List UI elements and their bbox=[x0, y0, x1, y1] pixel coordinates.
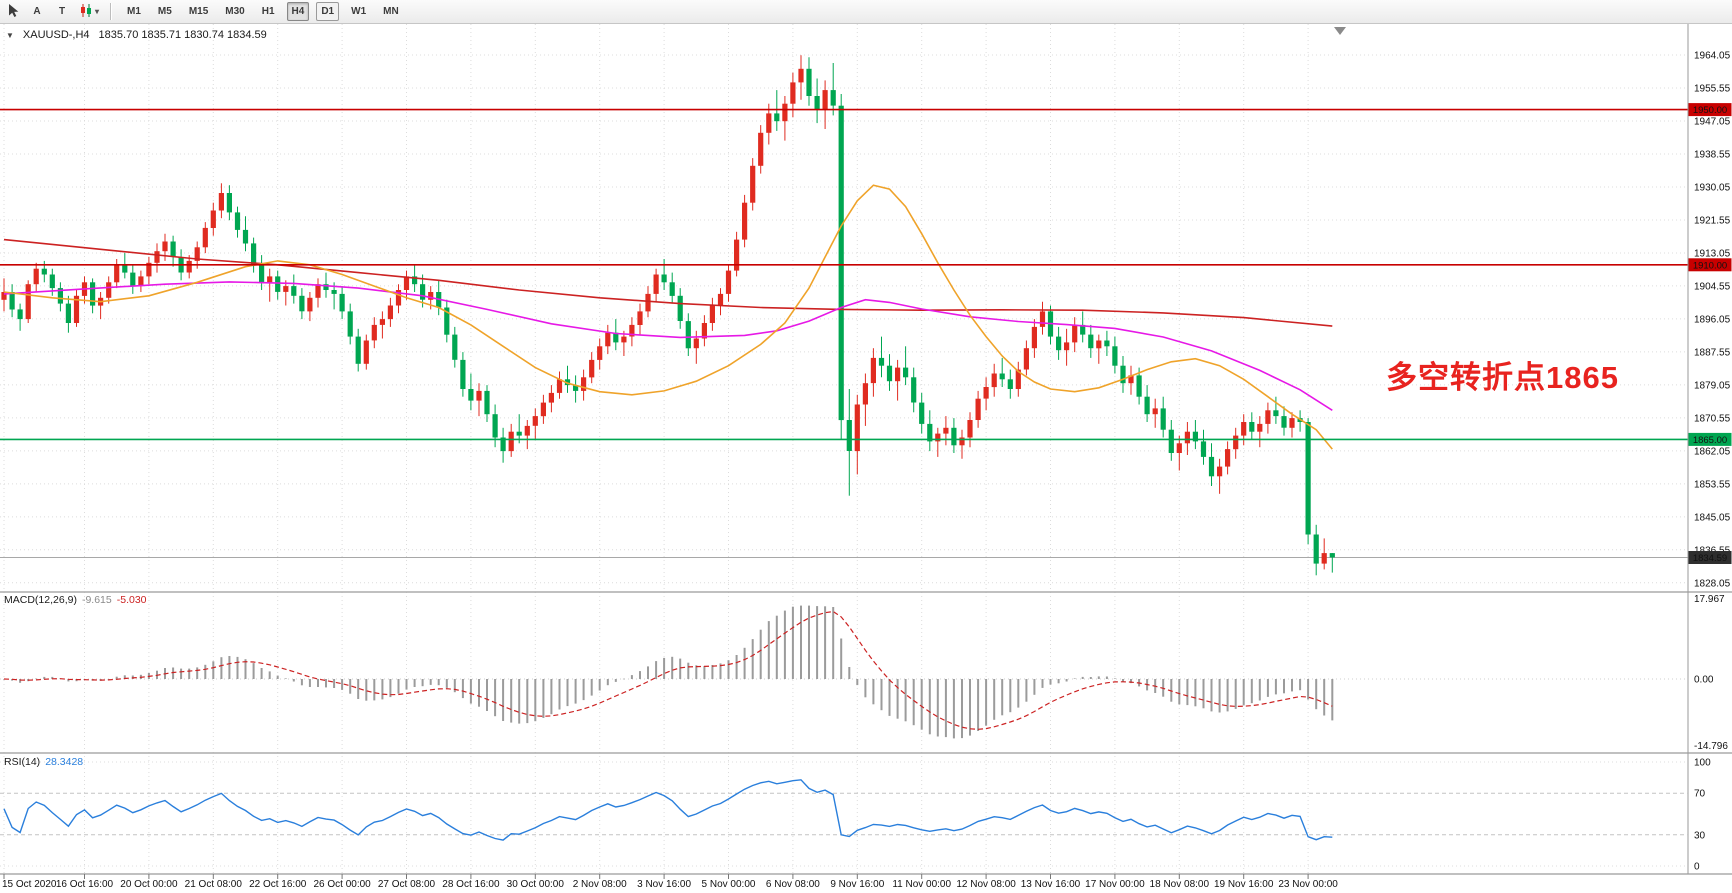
svg-text:1950.00: 1950.00 bbox=[1693, 105, 1727, 116]
svg-text:19 Nov 16:00: 19 Nov 16:00 bbox=[1214, 879, 1274, 890]
candle-style-button[interactable]: ▾ bbox=[76, 2, 102, 21]
ma-slow-line bbox=[3, 238, 1333, 327]
svg-text:1845.05: 1845.05 bbox=[1694, 512, 1731, 523]
svg-text:1955.55: 1955.55 bbox=[1694, 84, 1731, 95]
price-badge: 1950.00 bbox=[1688, 103, 1732, 117]
timeframe-button-m15[interactable]: M15 bbox=[184, 2, 213, 21]
one-click-trading-arrow-icon[interactable]: ▼ bbox=[6, 30, 14, 40]
text-tool-t-button[interactable]: T bbox=[51, 2, 73, 21]
svg-text:1921.55: 1921.55 bbox=[1694, 216, 1731, 227]
timeframe-button-m1[interactable]: M1 bbox=[122, 2, 146, 21]
svg-text:1964.05: 1964.05 bbox=[1694, 51, 1731, 62]
svg-text:1862.05: 1862.05 bbox=[1694, 446, 1731, 457]
svg-text:26 Oct 00:00: 26 Oct 00:00 bbox=[313, 879, 371, 890]
svg-text:1834.59: 1834.59 bbox=[1693, 553, 1727, 564]
candles-layer bbox=[1, 55, 1335, 576]
macd-label: MACD(12,26,9) bbox=[4, 594, 77, 606]
rsi-value: 28.3428 bbox=[45, 756, 84, 768]
time-axis[interactable]: 15 Oct 2020 16 Oct 16:00 20 Oct 00:00 21 Oc… bbox=[2, 874, 1338, 890]
svg-text:12 Nov 08:00: 12 Nov 08:00 bbox=[956, 879, 1016, 890]
timeframe-button-d1[interactable]: D1 bbox=[316, 2, 340, 21]
svg-text:1938.55: 1938.55 bbox=[1694, 150, 1731, 161]
svg-text:18 Nov 08:00: 18 Nov 08:00 bbox=[1150, 879, 1210, 890]
svg-text:9 Nov 16:00: 9 Nov 16:00 bbox=[830, 879, 884, 890]
rsi-line bbox=[3, 779, 1333, 841]
grid-layer bbox=[0, 24, 1688, 874]
timeframe-button-w1[interactable]: W1 bbox=[346, 2, 371, 21]
svg-text:27 Oct 08:00: 27 Oct 08:00 bbox=[378, 879, 436, 890]
svg-text:1930.05: 1930.05 bbox=[1694, 183, 1731, 194]
svg-text:6 Nov 08:00: 6 Nov 08:00 bbox=[766, 879, 820, 890]
macd-panel-title: MACD(12,26,9) -9.615 -5.030 bbox=[4, 594, 147, 606]
svg-text:5 Nov 00:00: 5 Nov 00:00 bbox=[702, 879, 756, 890]
rsi-panel-title: RSI(14) 28.3428 bbox=[4, 756, 83, 768]
svg-text:70: 70 bbox=[1694, 789, 1706, 800]
svg-text:17 Nov 00:00: 17 Nov 00:00 bbox=[1085, 879, 1145, 890]
ma-fast-line bbox=[3, 184, 1333, 450]
svg-text:1853.55: 1853.55 bbox=[1694, 479, 1731, 490]
candlestick-icon bbox=[79, 3, 93, 21]
svg-text:28 Oct 16:00: 28 Oct 16:00 bbox=[442, 879, 500, 890]
price-badge: 1865.00 bbox=[1688, 432, 1732, 446]
svg-text:1870.55: 1870.55 bbox=[1694, 413, 1731, 424]
svg-text:1913.05: 1913.05 bbox=[1694, 249, 1731, 260]
svg-text:1879.05: 1879.05 bbox=[1694, 380, 1731, 391]
chart-annotation: 多空转折点1865 bbox=[1386, 360, 1619, 395]
symbol-label: XAUUSD-,H4 bbox=[22, 29, 90, 41]
timeframe-button-mn[interactable]: MN bbox=[378, 2, 404, 21]
svg-text:100: 100 bbox=[1694, 758, 1711, 769]
macd-main-value: -9.615 bbox=[81, 594, 112, 606]
macd-axis: 17.967 0.00 -14.796 bbox=[1694, 594, 1728, 752]
rsi-label: RSI(14) bbox=[4, 756, 41, 768]
timeframe-group: M1 M5 M15 M30 H1 H4 D1 W1 MN bbox=[122, 2, 404, 21]
svg-text:-14.796: -14.796 bbox=[1694, 741, 1728, 752]
timeframe-button-h4[interactable]: H4 bbox=[286, 2, 310, 21]
text-tool-a-button[interactable]: A bbox=[26, 2, 48, 21]
chart-title: ▼ XAUUSD-,H4 1835.70 1835.71 1830.74 183… bbox=[6, 29, 267, 41]
svg-text:22 Oct 16:00: 22 Oct 16:00 bbox=[249, 879, 307, 890]
svg-text:1828.05: 1828.05 bbox=[1694, 578, 1731, 589]
svg-text:30 Oct 00:00: 30 Oct 00:00 bbox=[507, 879, 565, 890]
ohlc-values: 1835.70 1835.71 1830.74 1834.59 bbox=[98, 29, 267, 41]
svg-text:21 Oct 08:00: 21 Oct 08:00 bbox=[185, 879, 243, 890]
svg-text:0.00: 0.00 bbox=[1694, 675, 1714, 686]
cursor-icon bbox=[7, 3, 20, 21]
svg-text:2 Nov 08:00: 2 Nov 08:00 bbox=[573, 879, 627, 890]
macd-signal-value: -5.030 bbox=[116, 594, 147, 606]
chart-shift-marker[interactable] bbox=[1334, 27, 1346, 35]
svg-text:16 Oct 16:00: 16 Oct 16:00 bbox=[56, 879, 114, 890]
svg-text:0: 0 bbox=[1694, 862, 1700, 873]
timeframe-button-h1[interactable]: H1 bbox=[257, 2, 280, 21]
ma-mid-line bbox=[3, 281, 1333, 411]
svg-text:3 Nov 16:00: 3 Nov 16:00 bbox=[637, 879, 691, 890]
svg-text:30: 30 bbox=[1694, 830, 1706, 841]
svg-text:1836.55: 1836.55 bbox=[1694, 545, 1731, 556]
svg-text:13 Nov 16:00: 13 Nov 16:00 bbox=[1021, 879, 1081, 890]
svg-text:17.967: 17.967 bbox=[1694, 594, 1725, 605]
macd-histogram bbox=[3, 605, 1334, 739]
toolbar-separator bbox=[110, 3, 113, 20]
svg-text:1947.05: 1947.05 bbox=[1694, 117, 1731, 128]
svg-text:23 Nov 00:00: 23 Nov 00:00 bbox=[1278, 879, 1338, 890]
svg-text:11 Nov 00:00: 11 Nov 00:00 bbox=[892, 879, 951, 890]
svg-text:1910.00: 1910.00 bbox=[1693, 260, 1727, 271]
toolbar: A T ▾ M1 M5 M15 M30 H1 H4 D1 W1 MN bbox=[0, 0, 1732, 24]
macd-signal-line bbox=[3, 610, 1333, 730]
price-axis[interactable]: 1964.05 1955.55 1947.05 1938.55 1930.05 1921.… bbox=[1694, 51, 1731, 590]
svg-text:1865.00: 1865.00 bbox=[1693, 435, 1727, 446]
price-badge: 1910.00 bbox=[1688, 258, 1732, 272]
svg-text:1904.55: 1904.55 bbox=[1694, 281, 1731, 292]
cursor-tool-button[interactable] bbox=[3, 2, 23, 21]
price-badge: 1834.59 bbox=[1688, 551, 1732, 564]
svg-text:15 Oct 2020: 15 Oct 2020 bbox=[2, 879, 57, 890]
timeframe-button-m5[interactable]: M5 bbox=[153, 2, 177, 21]
svg-text:1896.05: 1896.05 bbox=[1694, 314, 1731, 325]
timeframe-button-m30[interactable]: M30 bbox=[220, 2, 249, 21]
chevron-down-icon: ▾ bbox=[95, 7, 100, 16]
svg-text:1887.55: 1887.55 bbox=[1694, 347, 1731, 358]
svg-text:20 Oct 00:00: 20 Oct 00:00 bbox=[120, 879, 178, 890]
